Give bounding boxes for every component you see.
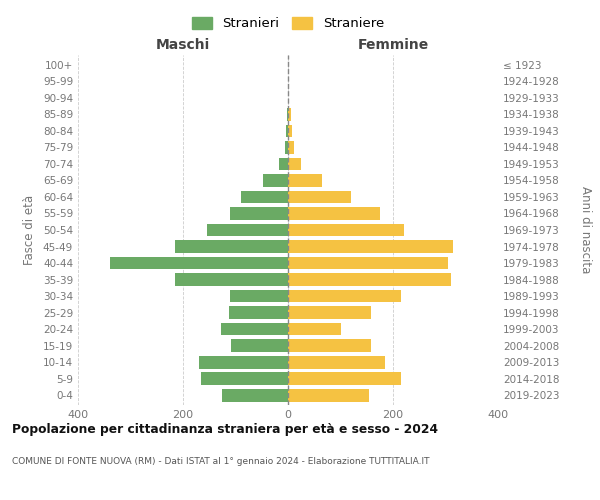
Bar	[288, 190, 351, 203]
Bar	[199, 356, 288, 368]
Text: Popolazione per cittadinanza straniera per età e sesso - 2024: Popolazione per cittadinanza straniera p…	[12, 422, 438, 436]
Y-axis label: Fasce di età: Fasce di età	[23, 195, 36, 265]
Bar	[230, 290, 288, 302]
Bar	[175, 240, 288, 253]
Text: Femmine: Femmine	[358, 38, 428, 52]
Bar	[286, 141, 288, 154]
Bar	[229, 306, 288, 319]
Bar	[288, 158, 301, 170]
Bar	[223, 388, 288, 402]
Bar	[232, 339, 288, 352]
Bar	[263, 174, 288, 187]
Bar	[175, 273, 288, 286]
Bar	[288, 256, 448, 270]
Bar	[288, 141, 295, 154]
Bar	[230, 207, 288, 220]
Bar	[241, 190, 288, 203]
Text: COMUNE DI FONTE NUOVA (RM) - Dati ISTAT al 1° gennaio 2024 - Elaborazione TUTTIT: COMUNE DI FONTE NUOVA (RM) - Dati ISTAT …	[12, 458, 430, 466]
Bar	[288, 388, 370, 402]
Bar	[206, 224, 288, 236]
Bar	[288, 356, 385, 368]
Bar	[278, 158, 288, 170]
Bar	[288, 273, 451, 286]
Bar	[288, 290, 401, 302]
Bar	[288, 306, 371, 319]
Bar	[288, 322, 341, 336]
Bar	[287, 108, 288, 121]
Bar	[202, 372, 288, 385]
Bar	[288, 240, 454, 253]
Bar	[288, 339, 371, 352]
Bar	[286, 124, 288, 138]
Bar	[109, 256, 288, 270]
Bar	[221, 322, 288, 336]
Y-axis label: Anni di nascita: Anni di nascita	[579, 186, 592, 274]
Bar	[288, 174, 322, 187]
Bar	[288, 372, 401, 385]
Text: Maschi: Maschi	[156, 38, 210, 52]
Bar	[288, 224, 404, 236]
Bar	[288, 207, 380, 220]
Bar	[288, 108, 290, 121]
Legend: Stranieri, Straniere: Stranieri, Straniere	[187, 12, 389, 36]
Bar	[288, 124, 292, 138]
